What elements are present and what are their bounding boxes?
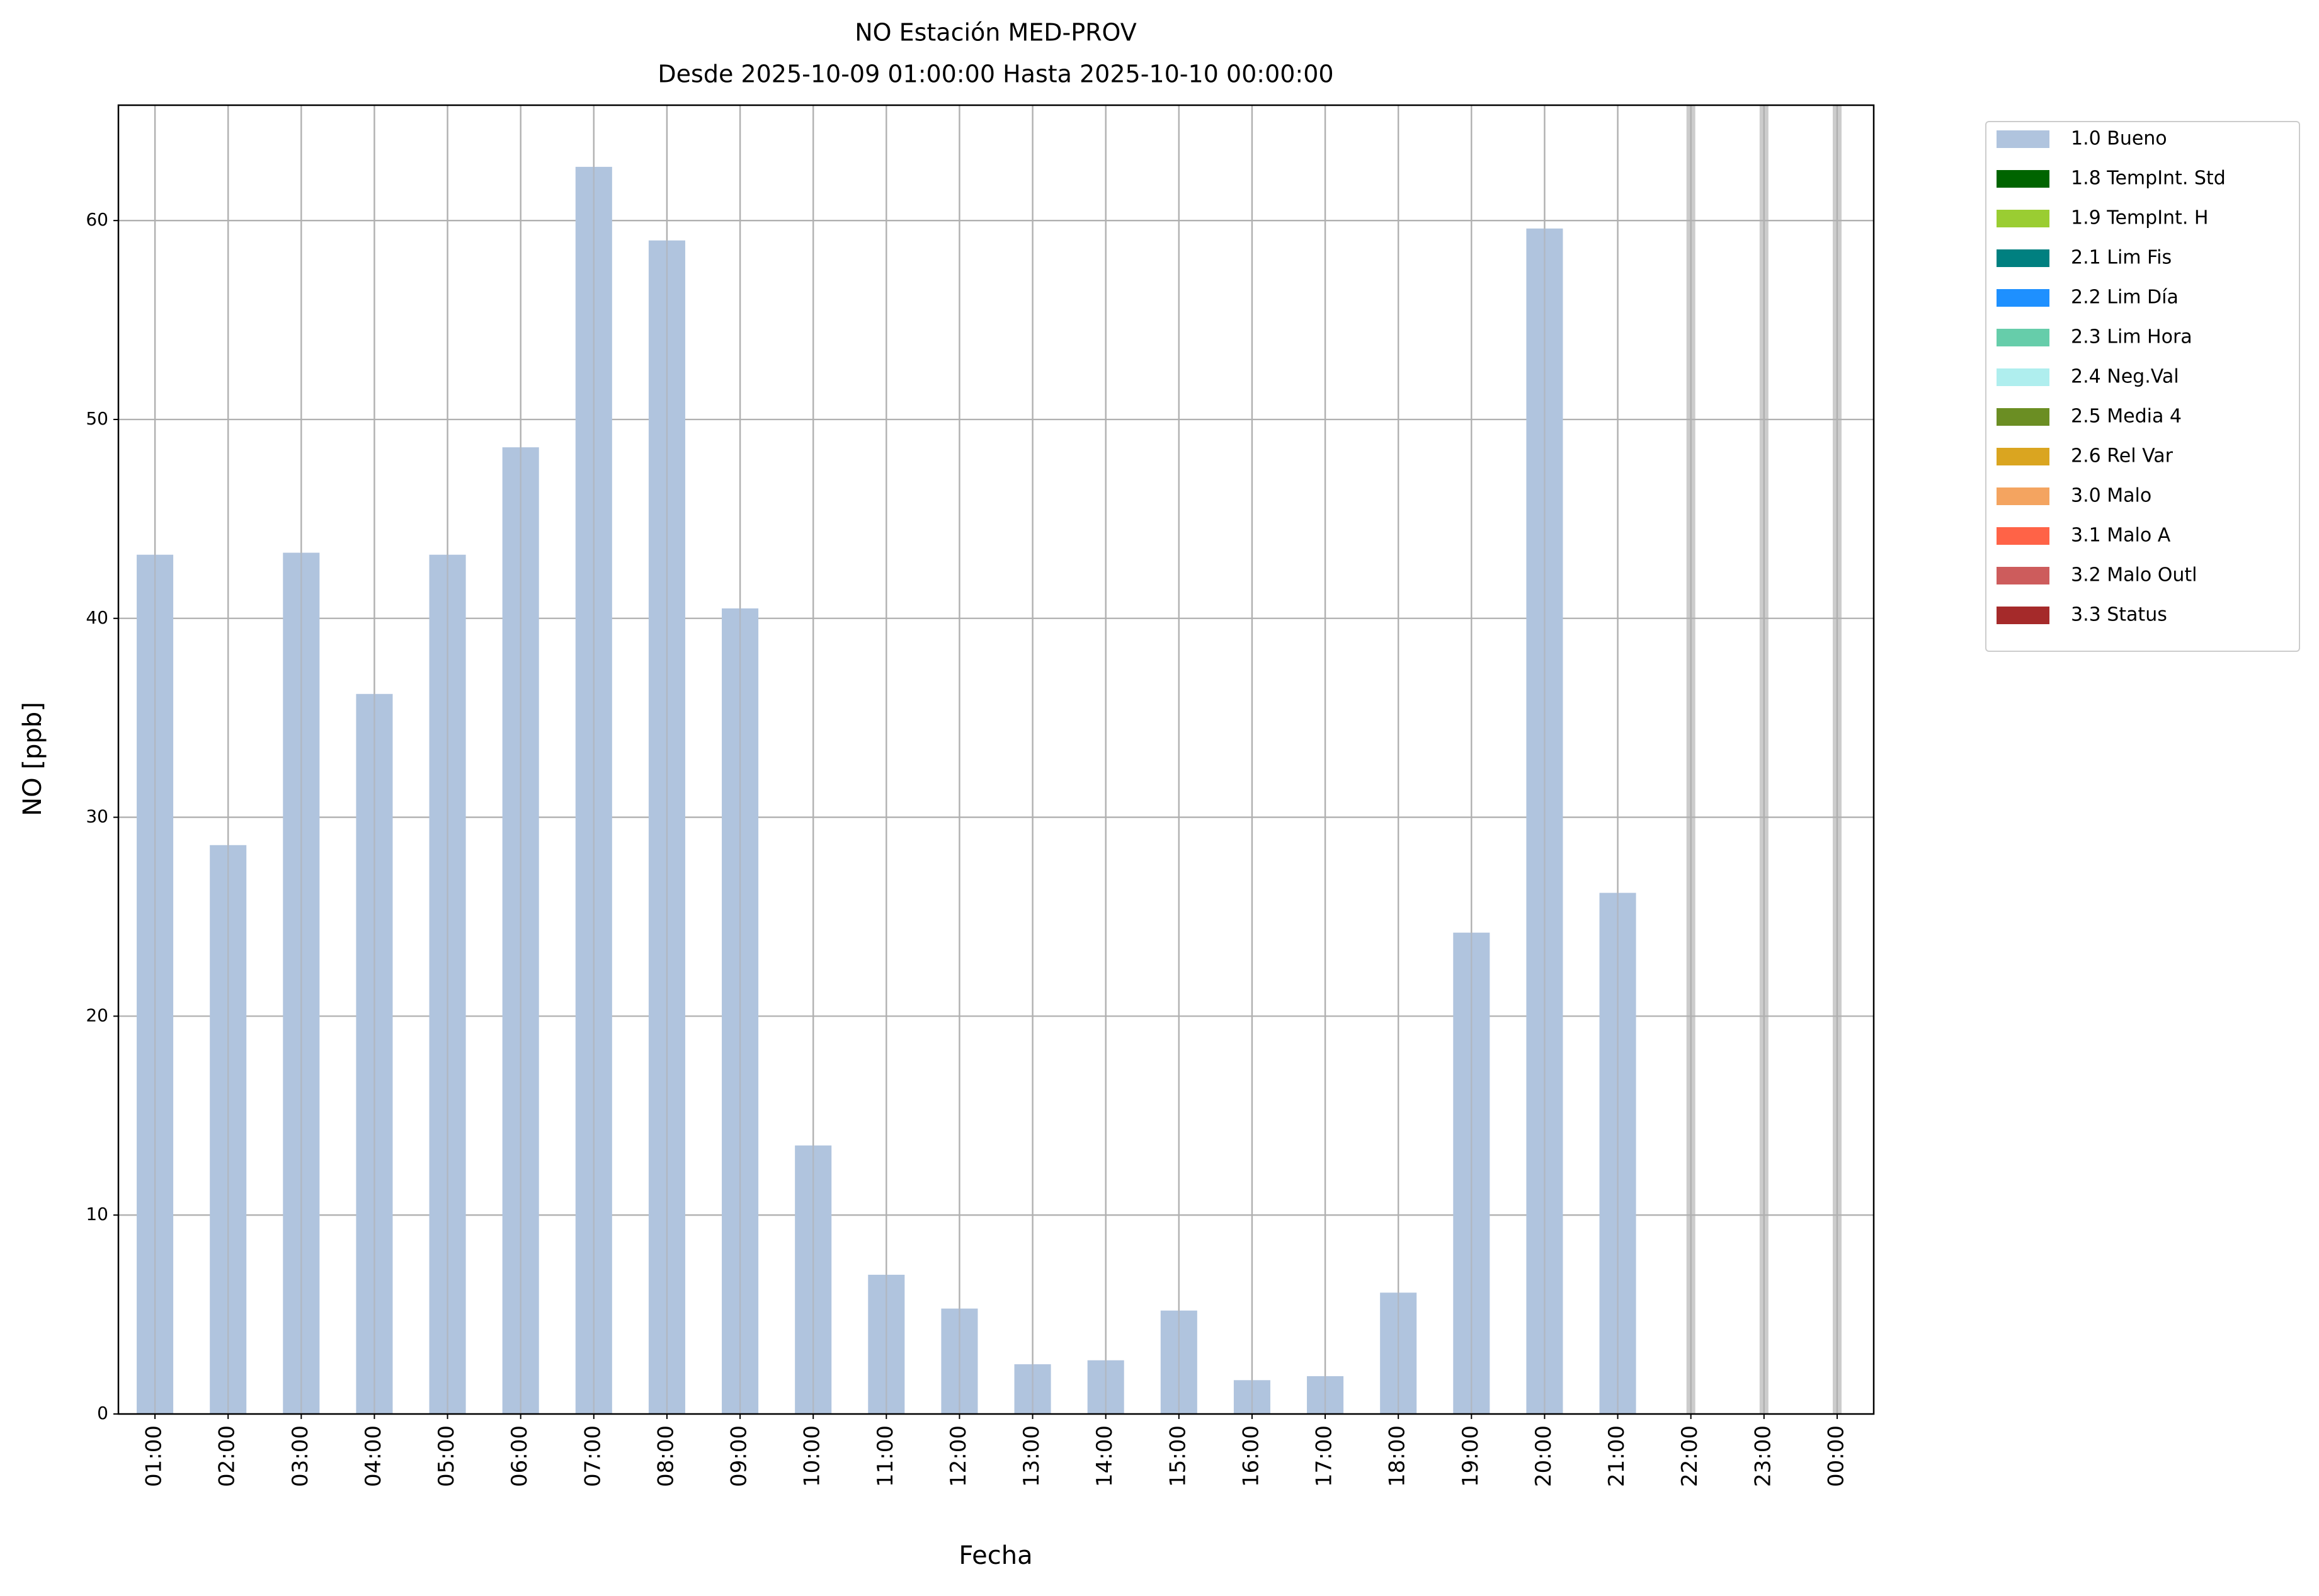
x-tick-label: 13:00 (1019, 1425, 1044, 1487)
legend-label: 1.8 TempInt. Std (2071, 168, 2226, 190)
x-tick-label: 01:00 (142, 1425, 167, 1487)
y-tick-label: 50 (86, 408, 108, 429)
x-tick-label: 02:00 (215, 1425, 240, 1487)
legend-label: 1.9 TempInt. H (2071, 207, 2208, 229)
y-axis-label: NO [ppb] (18, 702, 47, 816)
x-tick-label: 05:00 (434, 1425, 459, 1487)
legend-swatch (1997, 289, 2049, 307)
x-tick-label: 11:00 (873, 1425, 898, 1487)
legend-label: 3.3 Status (2071, 604, 2167, 626)
plot-frame (117, 104, 1875, 1415)
x-tick-label: 03:00 (288, 1425, 313, 1487)
x-tick-label: 06:00 (507, 1425, 532, 1487)
legend-swatch (1997, 329, 2049, 346)
legend-label: 2.4 Neg.Val (2071, 366, 2179, 388)
x-tick-label: 20:00 (1531, 1425, 1556, 1487)
chart-subtitle: Desde 2025-10-09 01:00:00 Hasta 2025-10-… (658, 60, 1333, 88)
legend-label: 2.5 Media 4 (2071, 406, 2182, 428)
legend-swatch (1997, 567, 2049, 584)
legend-label: 1.0 Bueno (2071, 128, 2167, 150)
legend-swatch (1997, 487, 2049, 505)
x-tick-label: 09:00 (727, 1425, 752, 1487)
x-tick-label: 04:00 (361, 1425, 386, 1487)
legend-label: 2.2 Lim Día (2071, 287, 2179, 309)
x-axis-label: Fecha (959, 1541, 1032, 1570)
y-tick-label: 20 (86, 1005, 108, 1025)
legend-label: 3.1 Malo A (2071, 525, 2171, 547)
legend-swatch (1997, 448, 2049, 465)
y-tick-label: 30 (86, 806, 108, 827)
x-tick-label: 00:00 (1823, 1425, 1849, 1487)
x-tick-label: 07:00 (580, 1425, 605, 1487)
x-tick-label: 19:00 (1458, 1425, 1483, 1487)
legend-label: 3.0 Malo (2071, 485, 2151, 507)
legend-label: 2.1 Lim Fis (2071, 247, 2172, 269)
legend-swatch (1997, 408, 2049, 426)
legend-box (1985, 121, 2300, 652)
legend-label: 2.3 Lim Hora (2071, 326, 2192, 348)
legend-swatch (1997, 368, 2049, 386)
legend-swatch (1997, 130, 2049, 148)
legend-swatch (1997, 210, 2049, 227)
x-tick-label: 21:00 (1604, 1425, 1629, 1487)
y-tick-label: 60 (86, 209, 108, 230)
x-tick-label: 08:00 (653, 1425, 678, 1487)
legend-swatch (1997, 170, 2049, 188)
legend-swatch (1997, 607, 2049, 624)
y-tick-label: 10 (86, 1204, 108, 1224)
y-tick-label: 40 (86, 607, 108, 628)
x-tick-label: 23:00 (1750, 1425, 1775, 1487)
x-tick-label: 10:00 (800, 1425, 825, 1487)
chart-title: NO Estación MED-PROV (855, 19, 1137, 47)
x-tick-label: 16:00 (1238, 1425, 1263, 1487)
x-tick-label: 18:00 (1385, 1425, 1410, 1487)
legend-label: 3.2 Malo Outl (2071, 564, 2197, 586)
legend-label: 2.6 Rel Var (2071, 445, 2174, 467)
x-tick-label: 22:00 (1677, 1425, 1702, 1487)
legend-swatch (1997, 527, 2049, 545)
x-tick-label: 17:00 (1312, 1425, 1337, 1487)
y-tick-label: 0 (97, 1403, 108, 1423)
x-tick-label: 12:00 (946, 1425, 971, 1487)
x-tick-label: 14:00 (1092, 1425, 1117, 1487)
x-tick-label: 15:00 (1165, 1425, 1190, 1487)
legend-swatch (1997, 249, 2049, 267)
